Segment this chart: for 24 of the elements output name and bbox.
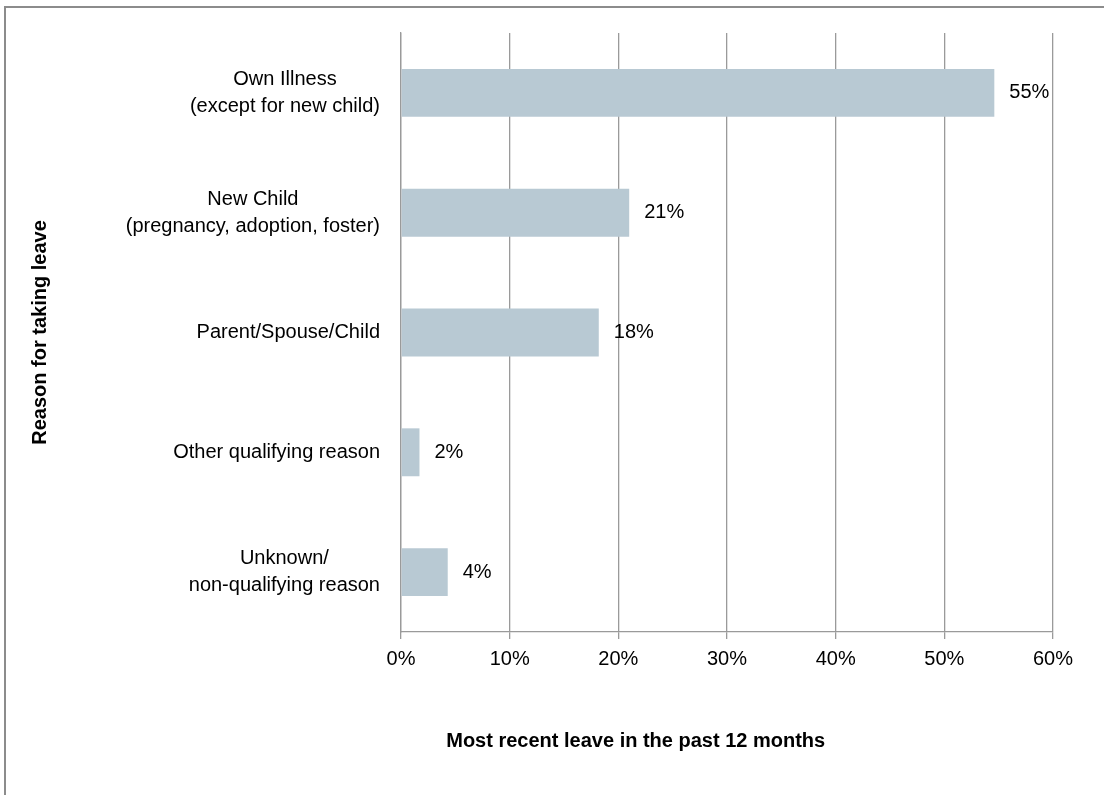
bar xyxy=(401,548,448,597)
y-tick-label: Parent/Spouse/Child xyxy=(196,320,380,343)
data-label: 2% xyxy=(434,439,464,462)
y-tick-label: New Child (pregnancy, adoption, foster) xyxy=(125,186,380,236)
x-tick-label: 40% xyxy=(815,646,856,669)
x-tick-label: 60% xyxy=(1032,646,1074,669)
y-axis-title: Reason for taking leave xyxy=(27,220,50,445)
data-label: 21% xyxy=(644,200,685,223)
data-label: 55% xyxy=(1009,80,1050,103)
bar xyxy=(401,188,630,237)
bar xyxy=(401,308,599,357)
data-label: 18% xyxy=(613,320,655,343)
y-tick-label: Unknown/ non-qualifying reason xyxy=(188,546,380,596)
x-tick-label: 0% xyxy=(386,646,416,669)
data-label: 4% xyxy=(462,559,492,582)
x-tick-label: 10% xyxy=(489,646,530,669)
bar xyxy=(401,68,995,117)
x-tick-label: 30% xyxy=(706,646,748,669)
y-tick-label: Own Illness (except for new child) xyxy=(189,66,380,116)
x-tick-label: 20% xyxy=(598,646,639,669)
bar xyxy=(401,428,420,477)
x-axis-title: Most recent leave in the past 12 months xyxy=(446,728,826,751)
x-tick-label: 50% xyxy=(924,646,965,669)
y-tick-label: Other qualifying reason xyxy=(173,439,380,462)
